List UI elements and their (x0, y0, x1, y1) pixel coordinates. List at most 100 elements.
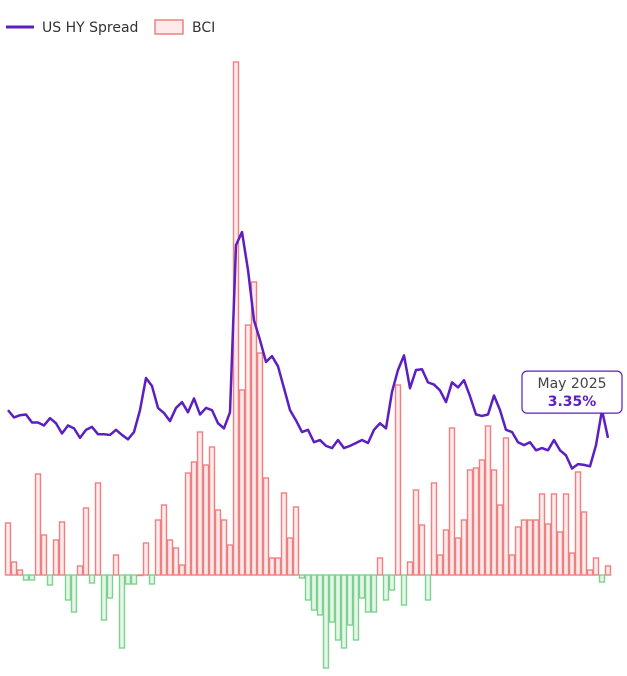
bar (166, 539, 174, 576)
bar (94, 482, 102, 576)
bar (142, 542, 150, 576)
bar (136, 574, 144, 577)
bar (70, 574, 78, 613)
bar (82, 507, 90, 576)
bar (394, 384, 402, 576)
bar (550, 493, 558, 576)
bar (238, 389, 246, 576)
bar (256, 352, 264, 576)
bar (532, 519, 540, 576)
bar (520, 519, 528, 576)
bar (196, 431, 204, 576)
legend-label: US HY Spread (42, 20, 138, 36)
bar (598, 574, 606, 583)
bar (40, 534, 48, 576)
plot (4, 61, 612, 669)
bar (508, 554, 516, 576)
bar (526, 519, 534, 576)
bar (310, 574, 318, 611)
bar (424, 574, 432, 601)
bar (58, 521, 66, 576)
bar (466, 469, 474, 576)
tooltip: May 2025 3.35% (521, 370, 623, 414)
bar (274, 557, 282, 576)
bar (172, 547, 180, 576)
bar (298, 574, 306, 579)
bar (334, 574, 342, 641)
bar (76, 565, 84, 576)
bar (190, 461, 198, 576)
bar (586, 569, 594, 576)
bar (388, 574, 396, 591)
bar (16, 569, 24, 576)
bar (574, 471, 582, 576)
bar (472, 467, 480, 576)
bar (418, 524, 426, 576)
bar (46, 574, 54, 586)
bar (538, 493, 546, 576)
bar (118, 574, 126, 649)
bar (10, 561, 18, 576)
bar (100, 574, 108, 621)
bar (280, 492, 288, 576)
bar (130, 574, 138, 585)
bar (184, 472, 192, 576)
bar (478, 459, 486, 576)
bar (28, 574, 36, 581)
bar (346, 574, 354, 626)
bar (454, 537, 462, 576)
bar (412, 489, 420, 576)
bar (406, 561, 414, 576)
bar (154, 519, 162, 576)
line (7, 230, 610, 470)
bar (124, 574, 132, 585)
bar (244, 324, 252, 576)
bar (52, 539, 60, 576)
bar (604, 565, 612, 576)
bar (304, 574, 312, 601)
bar (484, 425, 492, 576)
bar (178, 564, 186, 576)
bar (106, 574, 114, 599)
bar (580, 511, 588, 576)
bar (430, 482, 438, 576)
bar (250, 281, 258, 576)
bar (370, 574, 378, 613)
bar (34, 473, 42, 576)
bar (160, 504, 168, 576)
bar (358, 574, 366, 599)
bar (322, 574, 330, 669)
bar (202, 464, 210, 576)
bar (442, 529, 450, 576)
tooltip-label: May 2025 (537, 376, 606, 392)
bar (64, 574, 72, 601)
bar (112, 554, 120, 576)
tooltip-box (521, 370, 623, 414)
bar (286, 537, 294, 576)
bar (490, 469, 498, 576)
bar (340, 574, 348, 649)
bar (88, 574, 96, 584)
bar (220, 519, 228, 576)
bar (268, 557, 276, 576)
bar (262, 477, 270, 576)
bar (226, 544, 234, 576)
bar (4, 522, 12, 576)
bar (514, 526, 522, 576)
bar (382, 574, 390, 601)
bar (556, 531, 564, 576)
tooltip-value: 3.35% (548, 394, 597, 410)
bar (400, 574, 408, 606)
bar (376, 557, 384, 576)
bar (364, 574, 372, 613)
bar (292, 506, 300, 576)
bar (448, 427, 456, 576)
bar (22, 574, 30, 581)
legend-label: BCI (192, 20, 215, 36)
bar (496, 504, 504, 576)
bar (208, 446, 216, 576)
bar (214, 509, 222, 576)
bar (328, 574, 336, 623)
bar (316, 574, 324, 616)
